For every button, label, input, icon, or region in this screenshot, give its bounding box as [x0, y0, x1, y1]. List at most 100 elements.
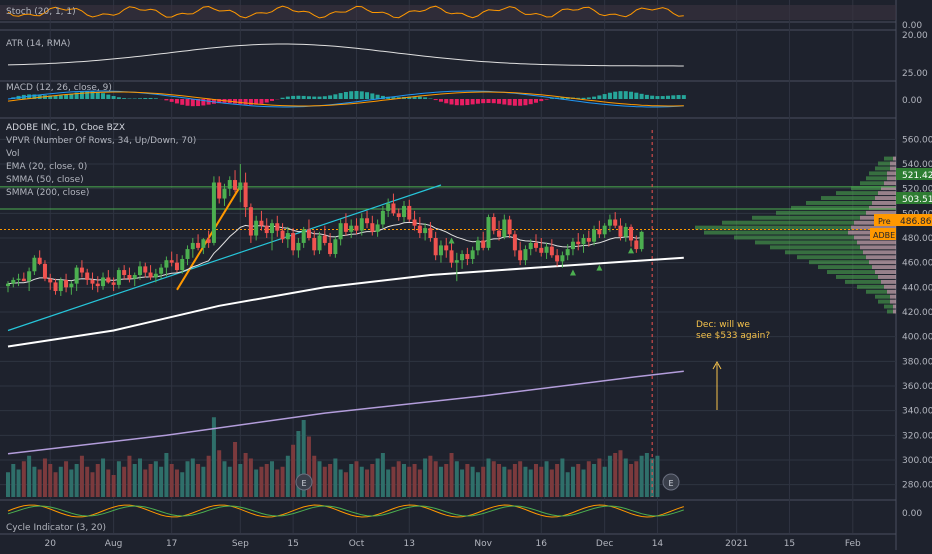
- symbol-title[interactable]: ADOBE INC, 1D, Cboe BZX: [6, 123, 125, 133]
- volume-bar: [175, 470, 179, 498]
- macd-histogram-bar: [671, 95, 675, 99]
- earnings-marker-1-label: E: [301, 479, 306, 488]
- volume-bar: [38, 470, 42, 498]
- volume-bar: [186, 461, 190, 497]
- volume-bar: [471, 467, 475, 497]
- volume-bar: [244, 453, 248, 497]
- vpvr-down-row: [866, 255, 896, 259]
- candle-body: [259, 221, 263, 226]
- volume-bar: [444, 464, 448, 497]
- macd-histogram-bar: [164, 99, 168, 100]
- volume-bar: [117, 461, 121, 497]
- volume-bar: [106, 470, 110, 498]
- macd-histogram-bar: [502, 99, 506, 105]
- macd-histogram-bar: [650, 96, 654, 99]
- volume-bar: [69, 470, 73, 498]
- macd-histogram-bar: [349, 91, 353, 99]
- volume-bar: [17, 470, 21, 498]
- candle-body: [550, 247, 554, 256]
- x-tick-label: Oct: [349, 539, 365, 549]
- volume-bar: [217, 450, 221, 497]
- indicator-smma50[interactable]: SMMA (50, close): [6, 175, 84, 185]
- y-tick-label: 480.00: [902, 234, 932, 244]
- candle-body: [117, 270, 121, 285]
- volume-bar: [159, 467, 163, 497]
- x-tick-label: 17: [166, 539, 177, 549]
- vpvr-down-row: [863, 250, 896, 254]
- candle-body: [54, 282, 58, 291]
- indicator-vol[interactable]: Vol: [6, 149, 19, 159]
- candle-body: [11, 280, 15, 284]
- indicator-vpvr[interactable]: VPVR (Number Of Rows, 34, Up/Down, 70): [6, 136, 196, 146]
- volume-bar: [96, 464, 100, 497]
- volume-bar: [286, 456, 290, 497]
- macd-histogram-bar: [444, 99, 448, 103]
- vpvr-down-row: [878, 275, 896, 279]
- macd-histogram-bar: [597, 95, 601, 99]
- atr-label[interactable]: ATR (14, RMA): [6, 39, 70, 49]
- macd-histogram-bar: [587, 97, 591, 99]
- volume-bar: [450, 453, 454, 497]
- y-tick-label: 340.00: [902, 407, 932, 417]
- pre-tag: Pre: [878, 217, 891, 226]
- vpvr-up-row: [860, 181, 884, 185]
- candle-body: [534, 243, 538, 248]
- stoch-label[interactable]: Stoch (20, 1, 1): [6, 7, 76, 17]
- macd-histogram-bar: [539, 99, 543, 101]
- x-tick-label: 15: [784, 539, 795, 549]
- vpvr-down-row: [860, 245, 896, 249]
- volume-bar: [149, 464, 153, 497]
- vpvr-up-row: [722, 221, 854, 225]
- macd-histogram-bar: [307, 96, 311, 99]
- volume-bar: [339, 470, 343, 498]
- x-tick-label: Feb: [845, 539, 861, 549]
- candle-body: [233, 180, 237, 190]
- x-tick-label: Nov: [474, 539, 492, 549]
- macd-histogram-bar: [471, 99, 475, 104]
- macd-histogram-bar: [497, 99, 501, 104]
- volume-bar: [133, 464, 137, 497]
- macd-label[interactable]: MACD (12, 26, close, 9): [6, 83, 112, 93]
- cycle-label[interactable]: Cycle Indicator (3, 20): [6, 523, 106, 533]
- volume-bar: [513, 464, 517, 497]
- candle-body: [481, 240, 485, 247]
- candle-body: [265, 226, 269, 233]
- volume-bar: [534, 464, 538, 497]
- candle-body: [529, 243, 533, 249]
- x-tick-label: Aug: [105, 539, 123, 549]
- candle-body: [286, 233, 290, 239]
- macd-histogram-bar: [302, 96, 306, 99]
- macd-histogram-bar: [265, 99, 269, 103]
- macd-histogram-bar: [354, 91, 358, 99]
- macd-histogram-bar: [101, 93, 105, 99]
- volume-bar: [101, 459, 105, 498]
- volume-bar: [201, 467, 205, 497]
- volume-bar: [64, 461, 68, 497]
- candle-body: [22, 279, 26, 281]
- macd-histogram-bar: [244, 99, 248, 105]
- volume-bar: [618, 450, 622, 497]
- vpvr-up-row: [884, 305, 893, 309]
- indicator-ema[interactable]: EMA (20, close, 0): [6, 162, 87, 172]
- annotation-line-1[interactable]: Dec: will we: [696, 320, 750, 330]
- volume-bar: [207, 456, 211, 497]
- volume-bar: [22, 461, 26, 497]
- volume-bar: [423, 459, 427, 498]
- volume-bar: [592, 464, 596, 497]
- candle-body: [164, 260, 168, 267]
- volume-bar: [455, 461, 459, 497]
- indicator-smma200[interactable]: SMMA (200, close): [6, 188, 89, 198]
- volume-bar: [481, 467, 485, 497]
- volume-bar: [43, 459, 47, 498]
- macd-histogram-bar: [513, 99, 517, 106]
- volume-bar: [613, 453, 617, 497]
- candle-body: [450, 250, 454, 262]
- volume-bar: [75, 464, 79, 497]
- y-tick-label: 440.00: [902, 283, 932, 293]
- annotation-line-2[interactable]: see $533 again?: [696, 331, 770, 341]
- candle-body: [354, 226, 358, 231]
- macd-histogram-bar: [149, 98, 153, 99]
- volume-bar: [413, 464, 417, 497]
- macd-histogram-bar: [655, 96, 659, 99]
